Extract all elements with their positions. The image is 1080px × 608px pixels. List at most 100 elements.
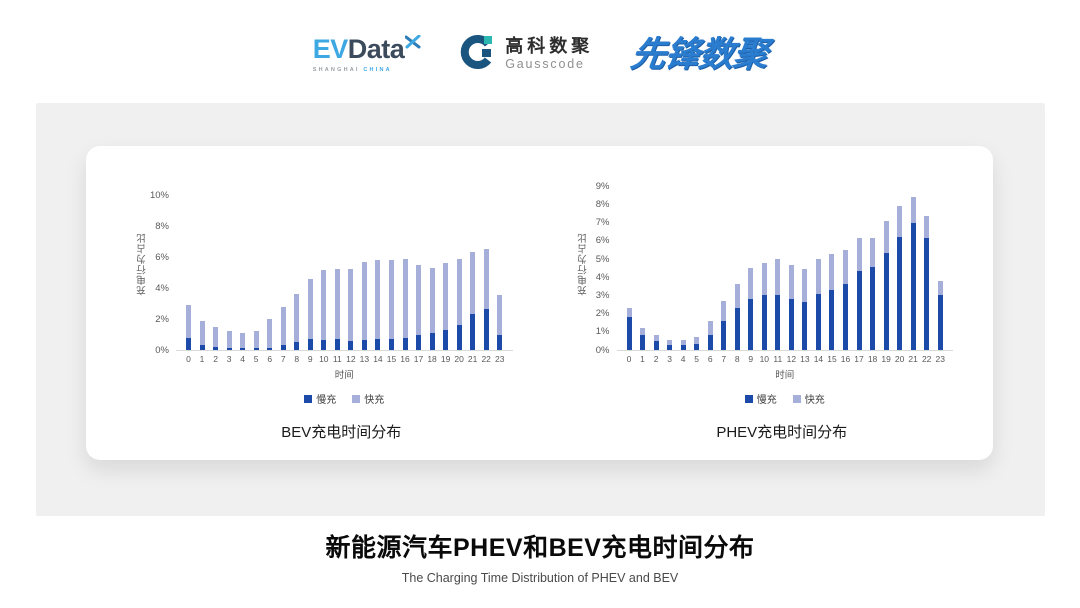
legend-swatch-icon xyxy=(352,394,361,403)
fast-charge-segment xyxy=(388,260,394,340)
bev-legend: 慢充 快充 xyxy=(130,391,513,406)
fast-charge-segment xyxy=(680,340,686,345)
stacked-bar xyxy=(815,259,821,350)
x-tick-label: 22 xyxy=(481,354,491,364)
bar-hour-10 xyxy=(758,181,771,350)
fast-charge-segment xyxy=(870,238,876,268)
fast-charge-segment xyxy=(334,268,340,340)
stacked-bar xyxy=(186,305,191,350)
fast-charge-segment xyxy=(897,206,903,238)
legend-swatch-icon xyxy=(792,394,801,403)
bar-hour-9 xyxy=(744,181,757,350)
stacked-bar xyxy=(307,278,313,350)
bar-hour-17 xyxy=(412,181,425,350)
fast-charge-segment xyxy=(416,264,422,336)
x-tick-label: 15 xyxy=(386,354,397,364)
y-tick-label: 4% xyxy=(595,271,610,283)
x-tick-label: 7 xyxy=(280,354,286,364)
fast-charge-segment xyxy=(280,306,286,345)
subtitle: The Charging Time Distribution of PHEV a… xyxy=(401,571,679,585)
evdata-data-text: Data xyxy=(347,33,405,64)
slow-charge-segment xyxy=(653,340,659,350)
stacked-bar xyxy=(253,331,259,350)
fast-charge-segment xyxy=(199,320,205,345)
fast-charge-segment xyxy=(213,326,219,347)
fast-charge-segment xyxy=(307,278,313,340)
slow-charge-segment xyxy=(910,222,916,350)
bar-hour-16 xyxy=(399,181,412,350)
legend-label: 慢充 xyxy=(316,395,337,407)
x-tick-label: 0 xyxy=(186,354,191,364)
stacked-bar xyxy=(653,335,659,350)
bar-hour-3 xyxy=(663,181,676,350)
fast-charge-segment xyxy=(321,270,327,340)
bar-hour-0 xyxy=(182,181,195,350)
bar-hour-5 xyxy=(250,181,263,350)
x-tick-label: 16 xyxy=(840,354,851,364)
legend-label: 慢充 xyxy=(756,395,777,407)
charts-row: 充电行为占比 0% 2% 4% 6% 8% 10% 0 1 2 3 4 5 6 7 8 9 10 11 12 13 1… xyxy=(86,146,993,442)
gausscode-logo: 高科数聚 Gausscode xyxy=(458,33,593,76)
y-tick-label: 4% xyxy=(155,282,169,294)
bar-hour-12 xyxy=(344,181,357,350)
slow-charge-segment xyxy=(897,237,903,350)
bar-hour-11 xyxy=(771,181,784,350)
fast-charge-segment xyxy=(375,260,381,340)
gray-panel: 充电行为占比 0% 2% 4% 6% 8% 10% 0 1 2 3 4 5 6 7 8 9 10 11 12 13 1… xyxy=(36,103,1045,516)
bar-hour-13 xyxy=(358,181,371,350)
slow-charge-segment xyxy=(883,252,889,350)
stacked-bar xyxy=(443,263,449,350)
slow-charge-segment xyxy=(829,289,835,350)
bar-hour-6 xyxy=(704,181,717,350)
bar-hour-8 xyxy=(290,181,303,350)
slow-charge-segment xyxy=(761,294,767,350)
bev-x-axis-ticks: 0 1 2 3 4 5 6 7 8 9 10 11 12 13 14 15 16 17 18 19 20 21 22 23 xyxy=(130,351,513,364)
bar-hour-16 xyxy=(839,181,852,350)
x-tick-label: 8 xyxy=(294,354,300,364)
x-tick-label: 9 xyxy=(748,354,754,364)
stacked-bar xyxy=(734,283,740,350)
slow-charge-segment xyxy=(694,343,700,350)
legend-item-slow: 慢充 xyxy=(304,391,336,406)
fast-charge-segment xyxy=(788,265,794,300)
fast-charge-segment xyxy=(667,340,673,345)
fast-charge-segment xyxy=(707,320,713,336)
bar-hour-10 xyxy=(317,181,330,350)
stacked-bar xyxy=(761,262,767,350)
bar-hour-2 xyxy=(650,181,663,350)
slow-charge-segment xyxy=(240,348,246,350)
x-tick-label: 10 xyxy=(759,354,770,364)
x-tick-label: 18 xyxy=(867,354,878,364)
slow-charge-segment xyxy=(497,335,503,350)
stacked-bar xyxy=(802,269,808,350)
x-tick-label: 2 xyxy=(653,354,659,364)
slow-charge-segment xyxy=(667,344,673,350)
y-tick-label: 6% xyxy=(155,251,169,263)
x-tick-label: 12 xyxy=(786,354,797,364)
x-tick-label: 12 xyxy=(346,354,356,364)
y-tick-label: 9% xyxy=(595,180,610,192)
x-tick-label: 14 xyxy=(373,354,383,364)
stacked-bar xyxy=(910,197,916,350)
y-tick-label: 6% xyxy=(595,235,610,247)
y-axis-title: 充电行为占比 xyxy=(137,232,148,295)
x-tick-label: 6 xyxy=(707,354,713,364)
fast-charge-segment xyxy=(937,280,943,295)
x-tick-label: 15 xyxy=(827,354,837,364)
x-tick-label: 21 xyxy=(908,354,918,364)
x-tick-label: 7 xyxy=(721,354,727,364)
stacked-bar xyxy=(883,220,889,350)
slow-charge-segment xyxy=(734,308,740,350)
bev-chart: 充电行为占比 0% 2% 4% 6% 8% 10% 0 1 2 3 4 5 6 7 8 9 10 11 12 13 1… xyxy=(130,176,513,442)
slow-charge-segment xyxy=(334,339,340,350)
y-tick-label: 2% xyxy=(155,313,169,325)
stacked-bar xyxy=(321,270,327,350)
slow-charge-segment xyxy=(253,348,259,350)
bar-hour-9 xyxy=(304,181,317,350)
stacked-bar xyxy=(870,238,876,350)
fast-charge-segment xyxy=(924,216,930,239)
stacked-bar xyxy=(626,308,632,350)
legend-swatch-icon xyxy=(744,394,753,403)
stacked-bar xyxy=(707,320,713,350)
fast-charge-segment xyxy=(226,331,232,349)
